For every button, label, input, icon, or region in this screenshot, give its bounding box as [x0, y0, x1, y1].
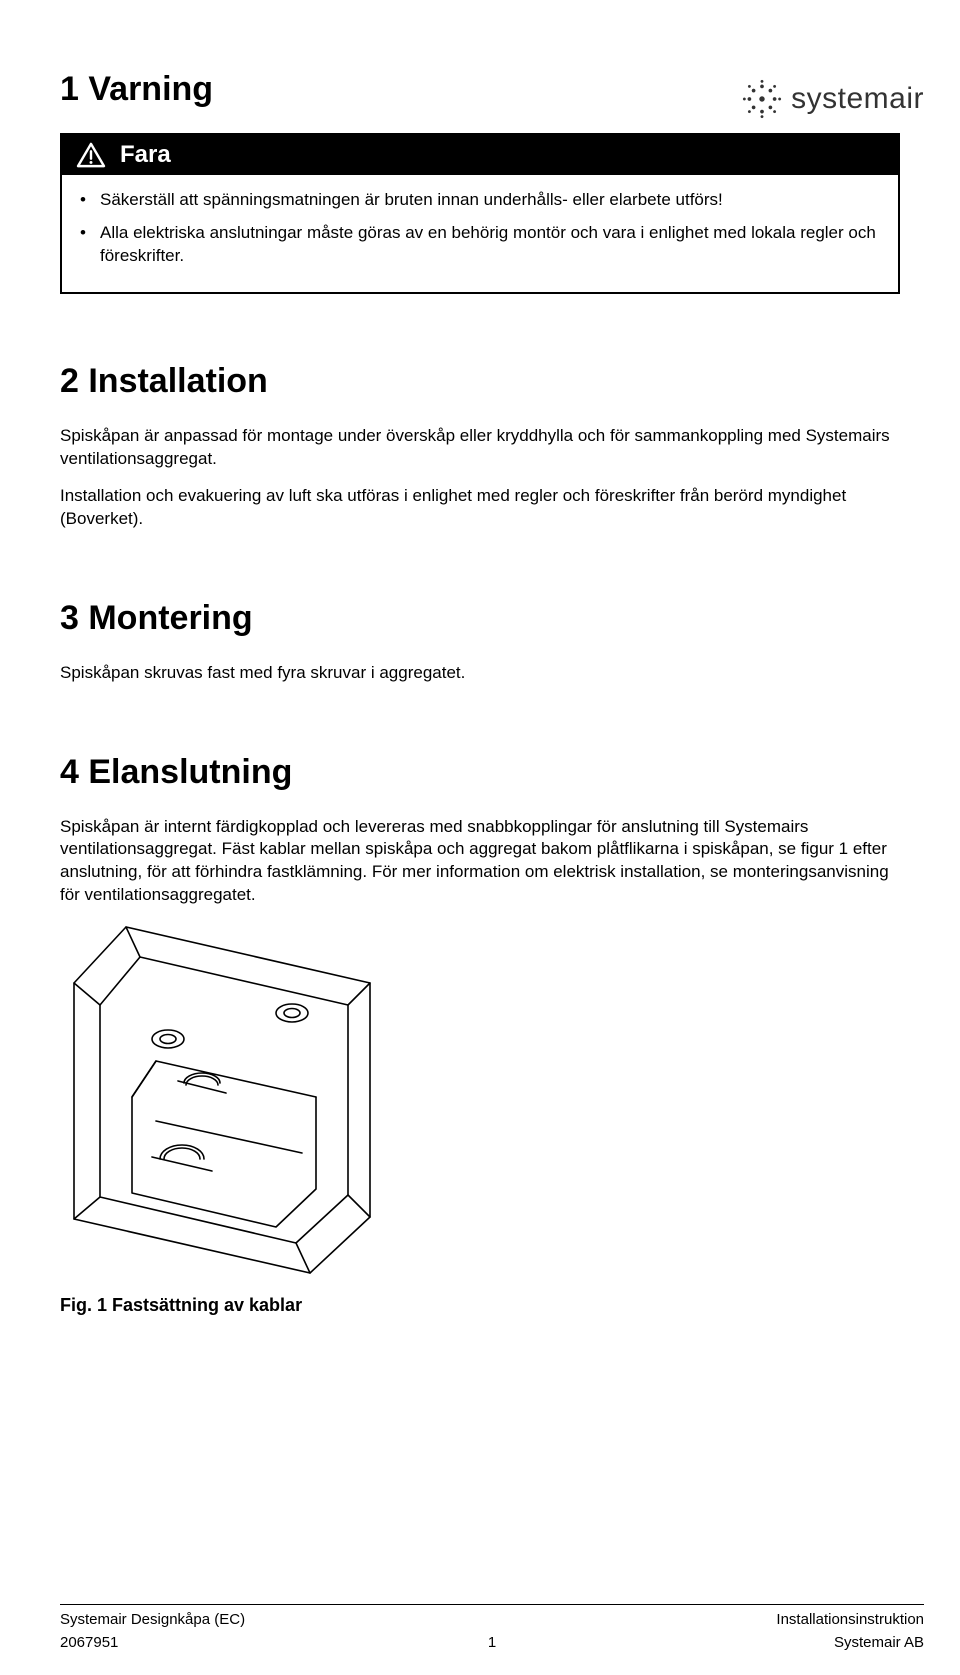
figure-1-caption: Fig. 1 Fastsättning av kablar [60, 1295, 900, 1316]
document-page: systemair 1 Varning Fara Säkerställ att … [0, 70, 960, 1675]
warning-list: Säkerställ att spänningsmatningen är bru… [62, 175, 898, 280]
brand-logo: systemair [741, 78, 924, 120]
page-footer: Systemair Designkåpa (EC) Installationsi… [60, 1604, 924, 1651]
heading-installation: 2 Installation [60, 362, 900, 401]
logo-icon [741, 78, 783, 120]
paragraph: Spiskåpan är internt färdigkopplad och l… [60, 816, 900, 908]
warning-item: Säkerställ att spänningsmatningen är bru… [96, 189, 878, 212]
brand-name: systemair [791, 82, 924, 116]
heading-montering: 3 Montering [60, 599, 900, 638]
footer-doc-id: 2067951 [60, 1634, 118, 1651]
footer-company: Systemair AB [834, 1634, 924, 1651]
heading-elanslutning: 4 Elanslutning [60, 753, 900, 792]
warning-label: Fara [120, 141, 171, 169]
footer-page-number: 1 [488, 1634, 496, 1651]
footer-left: Systemair Designkåpa (EC) [60, 1611, 245, 1628]
warning-header: Fara [62, 135, 898, 175]
paragraph: Spiskåpan är anpassad för montage under … [60, 425, 900, 471]
warning-item: Alla elektriska anslutningar måste göras… [96, 222, 878, 268]
warning-box: Fara Säkerställ att spänningsmatningen ä… [60, 133, 900, 294]
figure-1: Fig. 1 Fastsättning av kablar [60, 921, 900, 1316]
paragraph: Spiskåpan skruvas fast med fyra skruvar … [60, 662, 900, 685]
warning-triangle-icon [76, 142, 106, 168]
figure-1-diagram [60, 921, 390, 1281]
paragraph: Installation och evakuering av luft ska … [60, 485, 900, 531]
footer-right: Installationsinstruktion [776, 1611, 924, 1628]
